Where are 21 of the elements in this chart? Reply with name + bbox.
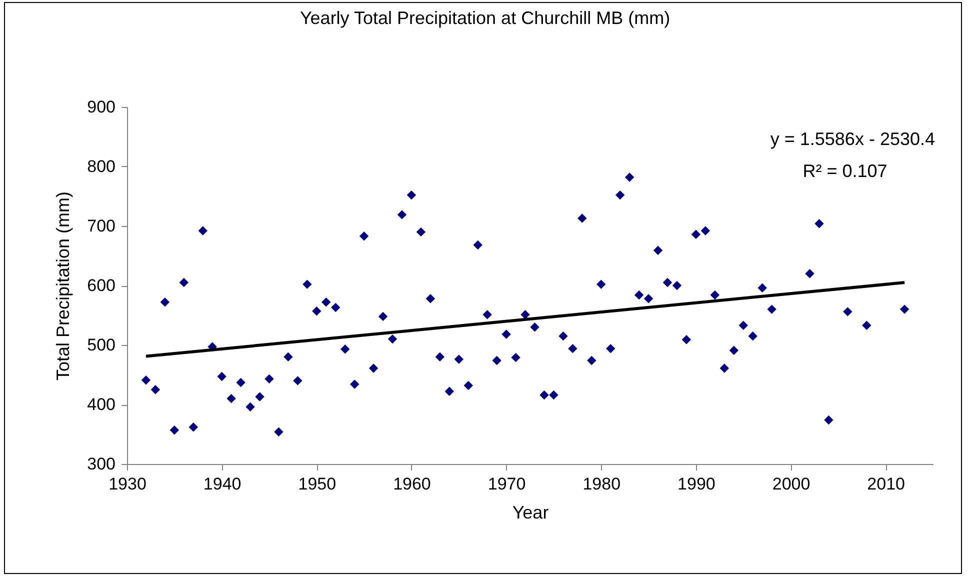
x-tick-label: 1990 [678, 474, 716, 494]
x-tick-label: 1950 [298, 474, 336, 494]
x-tick-label: 1970 [488, 474, 526, 494]
x-tick-label: 1960 [393, 474, 431, 494]
y-tick-label: 800 [87, 157, 116, 176]
chart-title: Yearly Total Precipitation at Churchill MB (mm) [300, 8, 670, 28]
y-tick-label: 900 [87, 98, 116, 116]
annotation: R² = 0.107 [802, 161, 888, 181]
y-tick-label: 400 [87, 395, 116, 414]
x-tick-label: 2000 [772, 474, 810, 494]
y-tick-label: 300 [87, 454, 116, 474]
y-axis-title: Total Precipitation (mm) [53, 191, 74, 381]
y-tick-label: 600 [87, 276, 116, 295]
y-tick-label: 500 [87, 336, 116, 354]
x-tick-label: 1980 [582, 474, 621, 494]
annotation: y = 1.5586x - 2530.4 [770, 129, 935, 149]
y-tick-label: 700 [87, 216, 116, 236]
x-tick-label: 1930 [108, 474, 146, 494]
x-tick-label: 1940 [203, 474, 242, 494]
x-axis-title: Year [512, 502, 549, 522]
x-tick-label: 2010 [867, 474, 905, 494]
